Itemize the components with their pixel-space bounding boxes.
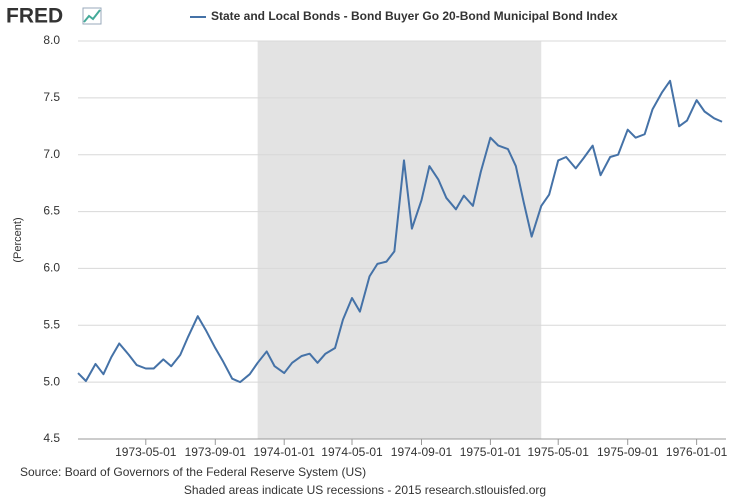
y-tick-label: 5.0 xyxy=(43,374,60,388)
logo: FRED xyxy=(6,5,63,28)
legend-label: State and Local Bonds - Bond Buyer Go 20… xyxy=(211,9,618,23)
y-tick-label: 7.0 xyxy=(43,147,60,161)
recession-band xyxy=(257,41,542,439)
y-tick-label: 5.5 xyxy=(43,317,60,331)
x-tick-label: 1974-09-01 xyxy=(391,445,453,459)
x-tick-label: 1974-05-01 xyxy=(321,445,383,459)
series-line xyxy=(77,79,723,384)
plot-background xyxy=(78,40,726,440)
y-axis-label: (Percent) xyxy=(12,217,24,262)
note: Shaded areas indicate US recessions - 20… xyxy=(184,483,546,497)
y-tick-label: 4.5 xyxy=(43,431,60,445)
logo-icon xyxy=(82,7,102,25)
x-tick-label: 1973-09-01 xyxy=(185,445,247,459)
x-tick-label: 1975-01-01 xyxy=(460,445,522,459)
y-tick-label: 6.0 xyxy=(43,261,60,275)
x-tick-label: 1974-01-01 xyxy=(254,445,316,459)
x-tick-label: 1976-01-01 xyxy=(666,445,728,459)
y-tick-label: 7.5 xyxy=(43,90,60,104)
source: Source: Board of Governors of the Federa… xyxy=(20,465,366,479)
x-tick-label: 1973-05-01 xyxy=(115,445,177,459)
y-tick-label: 8.0 xyxy=(43,33,60,47)
y-tick-label: 6.5 xyxy=(43,204,60,218)
x-tick-label: 1975-05-01 xyxy=(528,445,590,459)
x-tick-label: 1975-09-01 xyxy=(597,445,659,459)
